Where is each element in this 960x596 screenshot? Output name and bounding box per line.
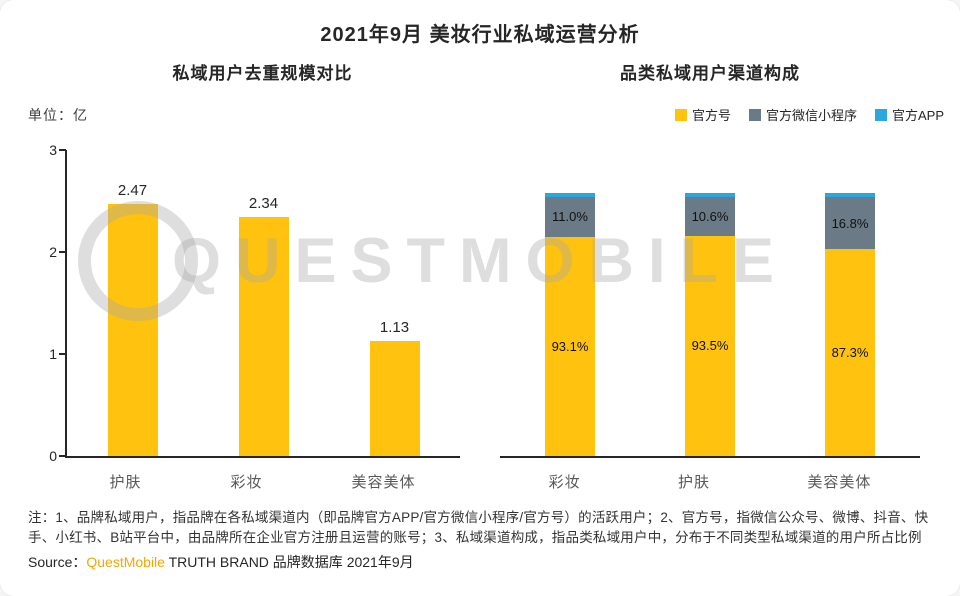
y-tick-mark xyxy=(59,353,66,355)
left-bars-row: 2.47 2.34 1.13 xyxy=(67,150,460,456)
segment-value-label: 87.3% xyxy=(831,345,869,361)
stacked-bar-column: 16.8% 87.3% xyxy=(825,193,875,456)
bar-segment: 93.5% xyxy=(685,235,735,456)
y-tick-label: 0 xyxy=(49,448,57,464)
segment-value-label: 93.5% xyxy=(691,338,729,354)
left-plot: 2.47 2.34 1.13 0 1 2 3 xyxy=(49,143,460,463)
stacked-bar-column: 11.0% 93.1% xyxy=(545,193,595,456)
bar-segment xyxy=(545,193,595,198)
bar xyxy=(107,204,158,456)
bar-column: 2.34 xyxy=(238,150,289,456)
legend-item: 官方APP xyxy=(874,105,944,124)
bar xyxy=(369,340,420,456)
source-label: Source： xyxy=(28,553,87,570)
y-tick-label: 3 xyxy=(49,142,57,158)
x-axis-label: 彩妆 xyxy=(548,474,581,491)
x-axis-label: 美容美体 xyxy=(807,474,872,491)
source-brand: QuestMobile xyxy=(86,553,165,570)
bar-segment xyxy=(685,193,735,198)
right-chart-title: 品类私域用户渠道构成 xyxy=(620,64,800,83)
x-axis-label: 彩妆 xyxy=(230,474,263,491)
legend: 官方号 官方微信小程序 官方APP xyxy=(674,105,944,124)
bar-segment: 10.6% xyxy=(685,197,735,236)
bar xyxy=(238,217,289,456)
right-x-axis-labels: 彩妆 护肤 美容美体 xyxy=(500,471,920,492)
unit-label: 单位：亿 xyxy=(28,107,88,123)
x-axis-label: 护肤 xyxy=(109,474,142,491)
charts-area: 私域用户去重规模对比 品类私域用户渠道构成 单位：亿 官方号 官方微信小程序 官方A… xyxy=(0,53,960,498)
right-bars-row: 11.0% 93.1% 10.6% 93.5% 16.8% 87.3% xyxy=(500,193,920,456)
source-line: Source：QuestMobile TRUTH BRAND 品牌数据库 202… xyxy=(28,552,932,572)
footnotes: 注：1、品牌私域用户，指品牌在各私域渠道内（即品牌官方APP/官方微信小程序/官… xyxy=(28,510,929,546)
bar-value-label: 2.47 xyxy=(117,182,148,200)
legend-label: 官方APP xyxy=(891,108,944,123)
legend-label: 官方微信小程序 xyxy=(765,108,857,123)
segment-value-label: 10.6% xyxy=(691,209,729,225)
segment-value-label: 16.8% xyxy=(831,215,869,231)
legend-swatch xyxy=(874,108,887,121)
x-axis-label: 护肤 xyxy=(677,474,710,491)
page-title: 2021年9月 美妆行业私域运营分析 xyxy=(320,24,640,46)
segment-value-label: 11.0% xyxy=(552,209,588,225)
y-tick-label: 2 xyxy=(49,244,57,260)
right-plot: 11.0% 93.1% 10.6% 93.5% 16.8% 87.3% xyxy=(500,193,920,458)
bar-value-label: 2.34 xyxy=(248,195,279,213)
y-tick-label: 1 xyxy=(49,346,57,362)
bar-segment xyxy=(825,193,875,198)
legend-label: 官方号 xyxy=(691,108,731,123)
left-x-axis-labels: 护肤 彩妆 美容美体 xyxy=(65,471,460,492)
legend-item: 官方微信小程序 xyxy=(748,105,857,124)
bar-value-label: 1.13 xyxy=(379,318,410,336)
legend-swatch xyxy=(674,108,687,121)
bar-column: 2.47 xyxy=(107,150,158,456)
x-axis-label: 美容美体 xyxy=(351,474,416,491)
bar-segment: 16.8% xyxy=(825,197,875,250)
legend-swatch xyxy=(748,108,761,121)
left-chart-title: 私域用户去重规模对比 xyxy=(172,64,353,83)
bar-segment: 87.3% xyxy=(825,249,875,456)
y-tick-mark xyxy=(59,149,66,151)
bar-segment: 93.1% xyxy=(545,236,595,456)
bar-column: 1.13 xyxy=(369,150,420,456)
stacked-bar-column: 10.6% 93.5% xyxy=(685,193,735,456)
y-tick-mark xyxy=(59,251,66,253)
y-tick-mark xyxy=(59,455,66,457)
source-rest: TRUTH BRAND 品牌数据库 2021年9月 xyxy=(164,553,414,570)
legend-item: 官方号 xyxy=(674,105,731,124)
bar-segment: 11.0% xyxy=(545,197,595,237)
segment-value-label: 93.1% xyxy=(551,338,589,354)
